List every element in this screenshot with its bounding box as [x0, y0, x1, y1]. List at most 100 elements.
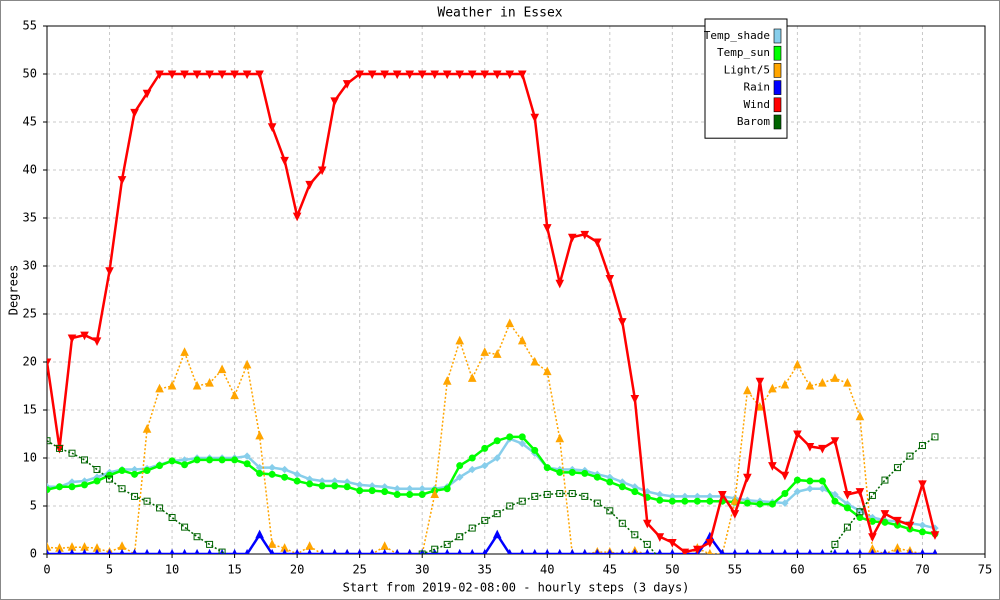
marker — [555, 279, 565, 289]
marker — [130, 108, 139, 118]
marker — [744, 548, 750, 554]
marker — [243, 452, 251, 460]
marker — [105, 267, 114, 276]
marker — [593, 473, 601, 481]
marker — [280, 156, 289, 166]
marker — [669, 548, 675, 554]
marker — [67, 334, 77, 344]
marker — [606, 507, 614, 515]
marker — [455, 335, 465, 345]
marker — [255, 430, 264, 440]
marker — [131, 492, 139, 500]
marker — [343, 483, 351, 491]
marker — [781, 499, 789, 507]
legend-label: Light/5 — [724, 63, 770, 76]
marker — [255, 70, 264, 80]
marker — [205, 378, 214, 387]
marker — [230, 70, 239, 80]
marker — [305, 180, 314, 190]
marker — [818, 485, 827, 493]
y-axis-label: Degrees — [7, 265, 21, 316]
marker — [518, 433, 526, 441]
marker — [481, 444, 489, 452]
marker — [881, 476, 889, 484]
x-tick-label: 50 — [665, 563, 679, 577]
marker — [193, 533, 201, 541]
marker — [394, 548, 400, 554]
y-tick-label: 0 — [30, 547, 37, 561]
marker — [555, 433, 565, 443]
marker — [755, 402, 765, 411]
marker — [468, 454, 476, 462]
marker — [542, 224, 552, 233]
marker — [843, 378, 852, 387]
marker — [768, 462, 777, 471]
marker — [443, 540, 451, 548]
marker — [581, 469, 589, 477]
marker — [217, 364, 227, 374]
legend-label: Wind — [744, 98, 771, 111]
marker — [743, 499, 751, 507]
marker — [47, 486, 51, 494]
marker — [818, 378, 827, 387]
marker — [417, 70, 427, 80]
marker — [69, 548, 75, 554]
marker — [780, 471, 790, 481]
marker — [118, 466, 126, 474]
marker — [793, 487, 802, 496]
marker — [242, 359, 252, 369]
marker — [292, 212, 302, 222]
marker — [205, 70, 214, 80]
y-tick-label: 5 — [30, 499, 37, 513]
marker — [557, 548, 563, 554]
marker — [630, 394, 640, 404]
marker — [244, 548, 250, 554]
marker — [157, 548, 163, 554]
x-tick-label: 5 — [106, 563, 113, 577]
marker — [556, 490, 564, 498]
x-tick-label: 15 — [227, 563, 241, 577]
marker — [681, 497, 689, 505]
marker — [319, 548, 325, 554]
marker — [342, 80, 352, 89]
marker — [269, 548, 275, 554]
legend-label: Rain — [744, 81, 771, 94]
marker — [530, 356, 540, 366]
marker — [344, 548, 350, 554]
marker — [743, 385, 752, 395]
marker — [619, 548, 625, 554]
marker — [444, 548, 450, 554]
marker — [318, 482, 326, 490]
marker — [443, 485, 451, 493]
marker — [481, 516, 489, 524]
legend-swatch — [773, 114, 782, 130]
x-axis-label: Start from 2019-02-08:00 - hourly steps … — [343, 581, 690, 595]
marker — [207, 548, 213, 554]
marker — [757, 548, 763, 554]
legend-label: Temp_shade — [704, 29, 770, 42]
marker — [206, 456, 214, 464]
marker — [932, 548, 938, 554]
marker — [907, 548, 913, 554]
marker — [493, 437, 501, 445]
marker — [806, 485, 814, 493]
marker — [182, 548, 188, 554]
marker — [844, 548, 850, 554]
marker — [392, 70, 402, 80]
marker — [231, 456, 239, 464]
marker — [418, 490, 426, 498]
marker — [518, 497, 526, 505]
marker — [81, 548, 88, 554]
marker — [705, 538, 715, 548]
marker — [606, 478, 614, 486]
marker — [768, 383, 777, 393]
marker — [732, 548, 738, 554]
marker — [582, 548, 588, 554]
marker — [181, 523, 189, 531]
marker — [155, 70, 164, 80]
marker — [607, 548, 613, 554]
marker — [480, 70, 490, 80]
series-line — [47, 436, 936, 554]
marker — [480, 347, 490, 356]
marker — [730, 496, 740, 505]
